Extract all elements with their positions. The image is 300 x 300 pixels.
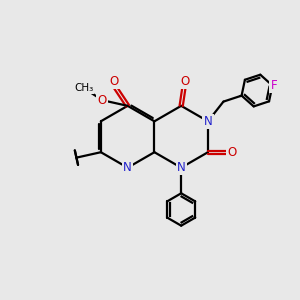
Text: O: O	[110, 75, 119, 88]
Text: N: N	[177, 161, 186, 174]
Text: F: F	[271, 79, 277, 92]
Text: CH₃: CH₃	[74, 83, 93, 93]
Text: O: O	[97, 94, 106, 107]
Text: O: O	[227, 146, 237, 159]
Text: O: O	[180, 75, 190, 88]
Text: N: N	[204, 115, 212, 128]
Text: N: N	[123, 161, 132, 174]
